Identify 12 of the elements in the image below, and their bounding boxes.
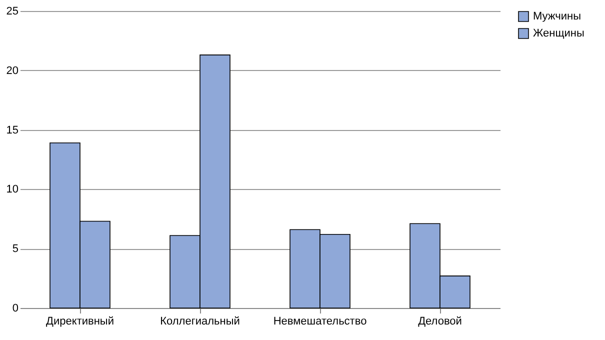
y-tick-label: 15 [6,124,18,136]
y-tick-label: 0 [12,302,18,314]
x-tick-label: Директивный [46,316,114,328]
x-tick-label: Коллегиальный [160,316,240,328]
y-tick-label: 10 [6,184,18,196]
legend-label: Женщины [533,28,584,40]
y-tick-label: 5 [12,243,18,256]
legend-label: Мужчины [533,10,582,22]
x-tick-label: Невмешательство [273,316,367,328]
y-tick-label: 20 [6,64,18,77]
x-tick-label: Деловой [418,316,462,328]
y-tick-label: 25 [6,6,18,18]
